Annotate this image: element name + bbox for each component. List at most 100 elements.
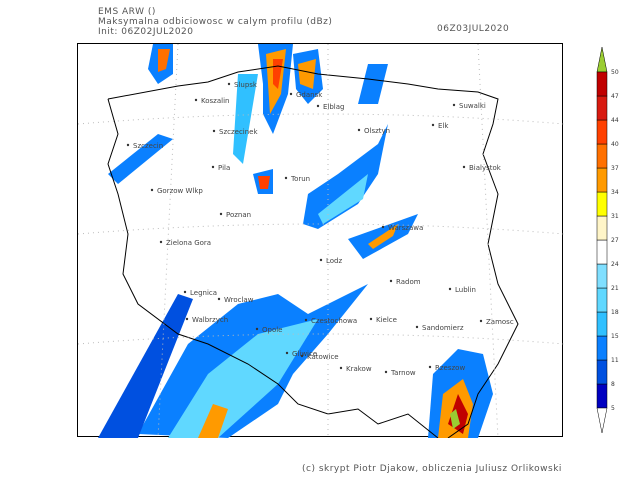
map-title: Maksymalna odbiciowosc w calym profilu (… <box>98 17 333 27</box>
city-marker <box>126 143 130 147</box>
footer-credit: (c) skrypt Piotr Djakow, obliczenia Juli… <box>302 464 562 474</box>
city-label: Opole <box>262 326 283 334</box>
city-label: Legnica <box>190 289 217 297</box>
colorbar-tick-label: 18 <box>611 309 619 316</box>
city-label: Krakow <box>346 365 372 373</box>
city-marker <box>284 176 288 180</box>
city-marker <box>194 98 198 102</box>
colorbar-band <box>596 167 608 193</box>
city-label: Sandomierz <box>422 324 464 332</box>
gridlines <box>77 43 565 439</box>
colorbar-tick-label: 31 <box>611 213 619 220</box>
city-marker <box>285 351 289 355</box>
colorbar-tick-label: 21 <box>611 285 619 292</box>
city-label: Warszawa <box>388 224 423 232</box>
colorbar-band <box>596 359 608 385</box>
city-marker <box>219 212 223 216</box>
colorbar-band <box>596 95 608 121</box>
colorbar-band <box>596 311 608 337</box>
city-label: Czestochowa <box>311 317 357 325</box>
model-name: EMS ARW () <box>98 7 156 17</box>
city-label: Zamosc <box>486 318 514 326</box>
colorbar-band <box>596 263 608 289</box>
city-label: Kielce <box>376 316 397 324</box>
borders <box>107 65 519 439</box>
city-marker <box>217 297 221 301</box>
colorbar-band <box>596 215 608 241</box>
city-marker <box>369 317 373 321</box>
city-marker <box>183 290 187 294</box>
colorbar-band <box>596 239 608 265</box>
city-marker <box>211 165 215 169</box>
colorbar-over-arrow <box>596 46 608 73</box>
colorbar-tick-label: 44 <box>611 117 619 124</box>
init-time: Init: 06Z02JUL2020 <box>98 27 194 37</box>
city-label: Lodz <box>326 257 343 265</box>
colorbar-band <box>596 335 608 361</box>
city-label: Wroclaw <box>224 296 254 304</box>
colorbar-tick-label: 24 <box>611 261 619 268</box>
city-marker <box>452 103 456 107</box>
city-marker <box>431 123 435 127</box>
city-label: Gliwice <box>292 350 317 358</box>
city-marker <box>300 354 304 358</box>
city-marker <box>339 366 343 370</box>
colorbar-band <box>596 287 608 313</box>
city-marker <box>227 82 231 86</box>
city-label: Szczecinek <box>219 128 258 136</box>
colorbar-tick-label: 37 <box>611 165 619 172</box>
city-label: Gorzow Wlkp <box>157 187 203 195</box>
city-marker <box>289 92 293 96</box>
city-marker <box>479 319 483 323</box>
city-label: Walbrzych <box>192 316 228 324</box>
city-label: Szczecin <box>133 142 163 150</box>
city-label: Rzeszow <box>435 364 465 372</box>
colorbar-band <box>596 143 608 169</box>
city-label: Radom <box>396 278 421 286</box>
colorbar-tick-label: 15 <box>611 333 619 340</box>
city-marker <box>389 279 393 283</box>
city-label: Elk <box>438 122 449 130</box>
colorbar-tick-label: 8 <box>611 381 615 388</box>
city-marker <box>428 365 432 369</box>
city-marker <box>212 129 216 133</box>
city-label: Katowice <box>307 353 339 361</box>
city-label: Pila <box>218 164 230 172</box>
city-marker <box>381 225 385 229</box>
city-label: Bialystok <box>469 164 502 172</box>
city-label: Koszalin <box>201 97 229 105</box>
city-marker <box>415 325 419 329</box>
city-label: Poznan <box>226 211 251 219</box>
city-label: Zielona Gora <box>166 239 211 247</box>
colorbar-tick-label: 34 <box>611 189 619 196</box>
city-marker <box>384 370 388 374</box>
city-marker <box>255 327 259 331</box>
colorbar-band <box>596 383 608 409</box>
city-label: Slupsk <box>234 81 258 89</box>
reflectivity-field <box>98 44 493 438</box>
city-marker <box>159 240 163 244</box>
radar-map: Slupsk Koszalin Gdansk Elblag Olsztyn Elk Suwa… <box>77 43 565 439</box>
colorbar: 5 8 11 15 18 21 24 27 31 34 37 40 44 47 50 <box>596 46 619 434</box>
city-marker <box>462 165 466 169</box>
city-label: Lublin <box>455 286 476 294</box>
colorbar-tick-label: 11 <box>611 357 619 364</box>
city-label: Torun <box>290 175 310 183</box>
city-label: Olsztyn <box>364 127 390 135</box>
colorbar-band <box>596 119 608 145</box>
colorbar-band <box>596 71 608 97</box>
colorbar-tick-label: 5 <box>611 405 615 412</box>
colorbar-tick-label: 50 <box>611 69 619 76</box>
city-label: Elblag <box>323 103 345 111</box>
city-marker <box>185 317 189 321</box>
city-label: Suwalki <box>459 102 486 110</box>
colorbar-tick-label: 47 <box>611 93 619 100</box>
city-marker <box>316 104 320 108</box>
colorbar-tick-label: 40 <box>611 141 619 148</box>
city-marker <box>357 128 361 132</box>
city-marker <box>150 188 154 192</box>
city-marker <box>319 258 323 262</box>
valid-time: 06Z03JUL2020 <box>437 24 510 34</box>
